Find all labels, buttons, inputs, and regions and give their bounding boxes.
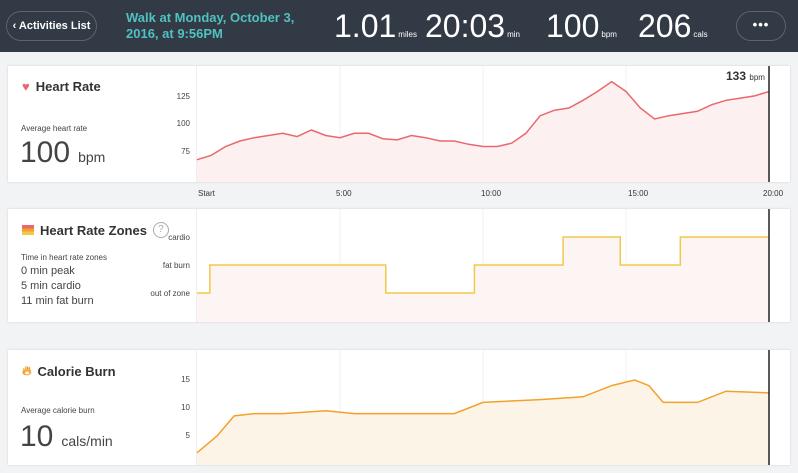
zone-cardio: 5 min cardio bbox=[21, 280, 81, 292]
heart-rate-summary: ♥ Heart Rate Average heart rate 100 bpm 12… bbox=[8, 66, 197, 182]
stat-calories: 206 cals bbox=[638, 8, 708, 45]
calorie-heading: 🔥︎ Calorie Burn bbox=[22, 363, 116, 379]
x-tick: 20:00 bbox=[763, 189, 784, 198]
zones-title: Heart Rate Zones bbox=[40, 222, 147, 238]
zones-area bbox=[197, 237, 769, 322]
avg-cal: 10 cals/min bbox=[20, 420, 113, 454]
hr-unit: bpm bbox=[601, 30, 617, 39]
back-label: Activities List bbox=[18, 20, 91, 32]
heart-rate-area bbox=[197, 81, 769, 182]
duration-value: 20:03 bbox=[425, 8, 506, 44]
zone-fat-burn: 11 min fat burn bbox=[21, 295, 94, 307]
current-hr: 133 bpm bbox=[726, 69, 765, 83]
activities-list-button[interactable]: ‹ Activities List bbox=[6, 11, 97, 41]
zones-subtitle: Time in heart rate zones bbox=[21, 253, 107, 262]
heart-icon: ♥ bbox=[22, 79, 30, 94]
x-tick: 10:00 bbox=[481, 189, 502, 198]
avg-cal-label: Average calorie burn bbox=[21, 406, 95, 415]
cal-unit: cals bbox=[693, 30, 708, 39]
zone-level: fat burn bbox=[162, 261, 190, 270]
cal-value: 206 bbox=[638, 8, 692, 44]
zone-peak: 0 min peak bbox=[21, 265, 75, 277]
stat-heart-rate: 100 bpm bbox=[546, 8, 617, 45]
flame-icon: 🔥︎ bbox=[22, 363, 32, 378]
x-tick: 5:00 bbox=[336, 189, 352, 198]
y-tick: 5 bbox=[185, 431, 190, 440]
y-tick: 10 bbox=[181, 403, 190, 412]
current-hr-value: 133 bbox=[726, 69, 747, 83]
y-tick: 125 bbox=[176, 92, 190, 101]
activity-title: Walk at Monday, October 3, 2016, at 9:56… bbox=[126, 10, 295, 41]
heart-rate-heading: ♥ Heart Rate bbox=[22, 79, 101, 94]
duration-unit: min bbox=[507, 30, 520, 39]
x-tick: Start bbox=[198, 189, 215, 198]
zones-line bbox=[197, 236, 769, 294]
zones-heading: Heart Rate Zones? bbox=[22, 222, 169, 238]
stat-distance: 1.01 miles bbox=[334, 8, 417, 45]
heart-rate-title: Heart Rate bbox=[35, 79, 101, 94]
avg-hr-label: Average heart rate bbox=[21, 124, 88, 133]
calorie-summary: 🔥︎ Calorie Burn Average calorie burn 10 ca… bbox=[8, 350, 197, 465]
distance-unit: miles bbox=[398, 30, 417, 39]
zone-level: out of zone bbox=[150, 289, 190, 298]
calorie-line bbox=[196, 379, 770, 454]
current-hr-unit: bpm bbox=[749, 73, 765, 82]
avg-hr: 100 bpm bbox=[20, 136, 105, 170]
avg-hr-value: 100 bbox=[20, 136, 71, 169]
avg-cal-unit: cals/min bbox=[61, 433, 113, 449]
calorie-title: Calorie Burn bbox=[37, 363, 116, 379]
heart-rate-line bbox=[196, 80, 770, 161]
distance-value: 1.01 bbox=[334, 8, 397, 44]
avg-hr-unit: bpm bbox=[78, 149, 106, 165]
y-tick: 100 bbox=[176, 119, 190, 128]
zones-icon bbox=[22, 225, 34, 235]
header: ‹ Activities List Walk at Monday, Octobe… bbox=[0, 0, 798, 52]
zone-level: cardio bbox=[168, 233, 190, 242]
y-tick: 75 bbox=[181, 147, 190, 156]
zones-summary: Heart Rate Zones? Time in heart rate zon… bbox=[8, 209, 197, 322]
hr-value: 100 bbox=[546, 8, 600, 44]
stat-duration: 20:03 min bbox=[425, 8, 520, 45]
help-icon[interactable]: ? bbox=[152, 222, 169, 238]
x-tick: 15:00 bbox=[628, 189, 649, 198]
more-options-button[interactable]: ••• bbox=[736, 11, 786, 41]
avg-cal-value: 10 bbox=[20, 420, 54, 453]
y-tick: 15 bbox=[181, 375, 190, 384]
calorie-area bbox=[197, 380, 769, 465]
